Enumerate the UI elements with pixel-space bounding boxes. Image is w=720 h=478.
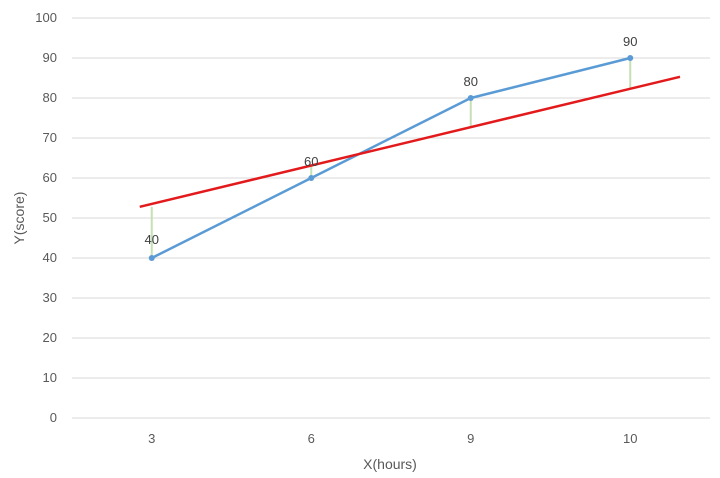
x-tick-label: 9: [467, 431, 474, 446]
data-labels: 40 60 80 90: [145, 34, 638, 247]
y-tick-label: 30: [43, 290, 57, 305]
data-label: 90: [623, 34, 637, 49]
y-tick-label: 60: [43, 170, 57, 185]
y-axis-title: Y(score): [11, 192, 27, 245]
data-label: 60: [304, 154, 318, 169]
residual-lines: [150, 58, 632, 258]
y-axis-ticks: 0 10 20 30 40 50 60 70 80 90 100: [35, 10, 57, 425]
gridlines: [72, 17, 710, 419]
y-tick-label: 70: [43, 130, 57, 145]
series-line: [151, 56, 631, 260]
data-point: [627, 55, 634, 61]
x-tick-label: 3: [148, 431, 155, 446]
y-tick-label: 80: [43, 90, 57, 105]
y-tick-label: 50: [43, 210, 57, 225]
x-tick-label: 10: [623, 431, 637, 446]
y-tick-label: 10: [43, 370, 57, 385]
data-point: [308, 175, 315, 181]
y-tick-label: 20: [43, 330, 57, 345]
x-axis-title: X(hours): [363, 456, 417, 472]
y-tick-label: 0: [50, 410, 57, 425]
x-axis-ticks: 3 6 9 10: [148, 431, 637, 446]
y-tick-label: 40: [43, 250, 57, 265]
data-point: [148, 255, 155, 261]
trendline: [139, 75, 681, 209]
y-tick-label: 90: [43, 50, 57, 65]
data-label: 40: [145, 232, 159, 247]
data-point: [467, 95, 474, 101]
y-tick-label: 100: [35, 10, 57, 25]
trendline-group: [139, 75, 681, 209]
data-label: 80: [464, 74, 478, 89]
x-tick-label: 6: [308, 431, 315, 446]
series-group: [148, 55, 634, 261]
